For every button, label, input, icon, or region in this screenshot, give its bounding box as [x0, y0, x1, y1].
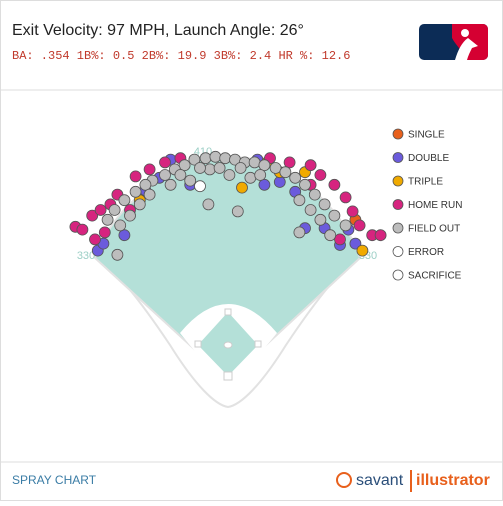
spray-point — [213, 162, 226, 174]
spray-point — [231, 205, 244, 218]
legend-label: TRIPLE — [408, 177, 443, 188]
spray-point — [339, 219, 352, 232]
spray-point — [304, 159, 317, 172]
spray-point — [283, 156, 296, 169]
spray-point — [194, 180, 206, 193]
brand-savant: savant — [356, 472, 404, 489]
spray-point — [314, 213, 327, 226]
spray-point — [129, 170, 142, 183]
fence-label: 330 — [77, 250, 95, 262]
spray-point — [374, 229, 387, 242]
spray-point — [118, 194, 131, 207]
spray-point — [234, 162, 247, 174]
legend-swatch — [392, 175, 404, 187]
chart-subtitle: BA: .354 1B%: 0.5 2B%: 19.9 3B%: 2.4 HR … — [12, 49, 350, 63]
spray-point — [346, 205, 359, 218]
spray-point — [89, 233, 101, 246]
chart-title: Exit Velocity: 97 MPH, Launch Angle: 26° — [12, 22, 304, 39]
spray-point — [194, 162, 206, 174]
legend-swatch — [392, 152, 404, 163]
brand-illustrator: illustrator — [416, 472, 490, 489]
spray-point — [353, 219, 366, 232]
brand-icon — [336, 472, 352, 488]
spray-point — [269, 162, 282, 174]
spray-point — [178, 159, 191, 172]
spray-point — [209, 150, 222, 163]
legend-swatch — [392, 246, 404, 257]
spray-point — [258, 159, 271, 172]
spray-point — [248, 156, 261, 169]
spray-point — [314, 169, 327, 181]
spray-point — [318, 198, 331, 211]
spray-point — [304, 204, 317, 216]
spray-point — [164, 178, 177, 191]
spray-point — [124, 209, 136, 222]
spray-point — [254, 169, 267, 181]
spray-point — [174, 169, 187, 181]
points — [69, 150, 387, 261]
footer-label: SPRAY CHART — [12, 473, 97, 487]
spray-point — [114, 219, 127, 232]
spray-point — [279, 166, 292, 179]
legend-label: FIELD OUT — [408, 224, 460, 235]
spray-point — [94, 204, 107, 216]
legend-label: HOME RUN — [408, 200, 462, 211]
spray-point — [159, 156, 171, 169]
spray-point — [308, 188, 321, 201]
mlb-logo — [419, 24, 488, 60]
spray-point — [258, 178, 271, 191]
spray-point — [159, 169, 171, 181]
spray-point — [289, 171, 302, 184]
legend: SINGLE DOUBLE TRIPLE HOME RUN FIELD OUT ERROR… — [392, 128, 462, 282]
spray-point — [108, 204, 121, 216]
spray-point — [293, 194, 306, 207]
spray-point — [76, 223, 89, 236]
legend-swatch — [392, 199, 404, 210]
spray-point — [334, 233, 346, 246]
spray-point — [299, 178, 311, 191]
legend-label: SACRIFICE — [408, 271, 462, 282]
legend-label: DOUBLE — [408, 153, 449, 164]
spray-point — [86, 209, 99, 222]
spray-point — [339, 191, 352, 204]
spray-point — [184, 174, 197, 187]
legend-swatch — [392, 269, 404, 281]
spray-point — [349, 237, 362, 250]
legend-label: SINGLE — [408, 130, 445, 141]
spray-point — [202, 198, 215, 211]
spray-point — [98, 226, 111, 239]
spray-point — [199, 152, 212, 165]
spray-point — [143, 163, 156, 176]
spray-point — [133, 198, 146, 211]
spray-point — [118, 229, 131, 242]
spray-point — [203, 163, 216, 176]
spray-point — [101, 213, 114, 226]
legend-swatch — [392, 128, 404, 140]
spray-point — [273, 176, 286, 188]
spray-point — [111, 248, 124, 261]
legend-label: ERROR — [408, 247, 444, 258]
spray-point — [219, 152, 232, 165]
spray-point — [293, 226, 306, 239]
spray-point — [129, 185, 142, 198]
spray-point — [244, 171, 257, 184]
legend-swatch — [392, 222, 404, 234]
spray-point — [223, 169, 236, 181]
spray-point — [356, 244, 369, 257]
spray-point — [328, 178, 341, 191]
spray-point — [324, 229, 337, 242]
spray-point — [328, 209, 341, 222]
spray-point — [236, 181, 248, 194]
spray-point — [139, 178, 152, 191]
spray-point — [143, 188, 156, 201]
